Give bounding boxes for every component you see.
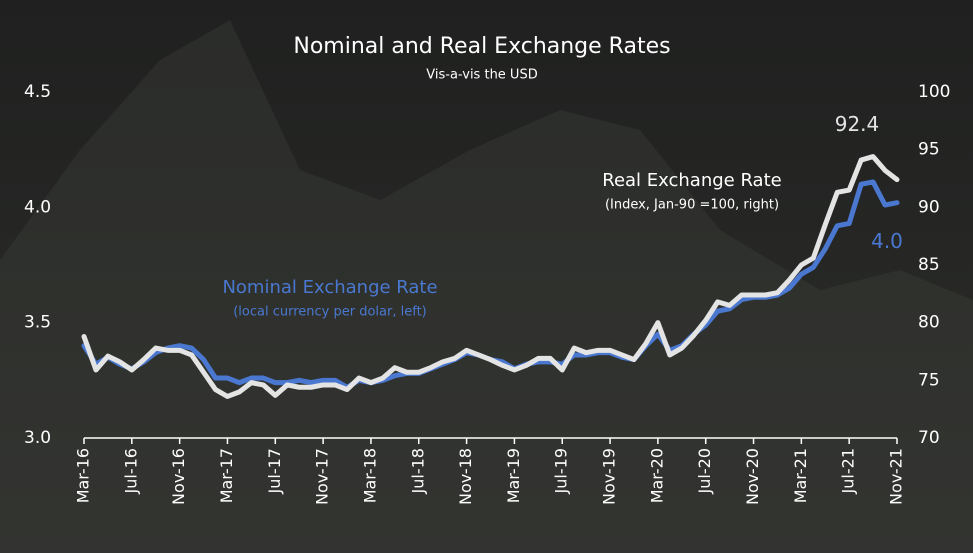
page: {"chart_data": {"type": "line", "title":… — [0, 0, 973, 553]
real-note: (Index, Jan-90 =100, right) — [605, 198, 779, 213]
x-tick-label: Jul-17 — [265, 448, 284, 494]
nominal-annotation: Nominal Exchange Rate — [222, 277, 437, 298]
x-tick-label: Nov-17 — [313, 448, 332, 505]
y2-tick-label: 100 — [918, 82, 950, 102]
y2-tick-label: 85 — [918, 255, 940, 275]
x-tick-label: Mar-17 — [217, 448, 236, 503]
y-tick-label: 4.0 — [24, 197, 51, 217]
chart-subtitle: Vis-a-vis the USD — [426, 68, 537, 83]
chart: Nominal and Real Exchange Rates Vis-a-vi… — [0, 0, 973, 553]
x-tick-label: Mar-21 — [791, 448, 810, 503]
chart-title: Nominal and Real Exchange Rates — [293, 34, 670, 59]
x-tick-label: Jul-16 — [121, 448, 140, 494]
x-tick-label: Nov-16 — [169, 448, 188, 505]
x-tick-label: Nov-20 — [743, 448, 762, 505]
x-tick-label: Nov-19 — [600, 448, 619, 505]
y2-tick-label: 95 — [918, 140, 940, 160]
x-tick-label: Mar-16 — [74, 448, 93, 503]
x-tick-label: Nov-21 — [887, 448, 906, 505]
x-tick-label: Mar-20 — [647, 448, 666, 503]
y2-tick-label: 70 — [918, 428, 940, 448]
y-tick-label: 3.0 — [24, 428, 51, 448]
x-tick-label: Mar-18 — [360, 448, 379, 503]
x-tick-label: Jul-19 — [552, 448, 571, 494]
value-label: 92.4 — [835, 112, 880, 136]
x-tick-label: Nov-18 — [456, 448, 475, 505]
y2-tick-label: 80 — [918, 313, 940, 333]
real-annotation: Real Exchange Rate — [602, 170, 781, 191]
y-tick-label: 4.5 — [24, 82, 51, 102]
x-tick-label: Mar-19 — [504, 448, 523, 503]
nominal-note: (local currency per dolar, left) — [233, 305, 427, 320]
y2-tick-label: 90 — [918, 197, 940, 217]
y-tick-label: 3.5 — [24, 313, 51, 333]
y2-tick-label: 75 — [918, 370, 940, 390]
x-tick-label: Jul-21 — [839, 448, 858, 494]
x-tick-label: Jul-20 — [695, 448, 714, 494]
value-label: 4.0 — [871, 229, 903, 253]
x-tick-label: Jul-18 — [408, 448, 427, 494]
